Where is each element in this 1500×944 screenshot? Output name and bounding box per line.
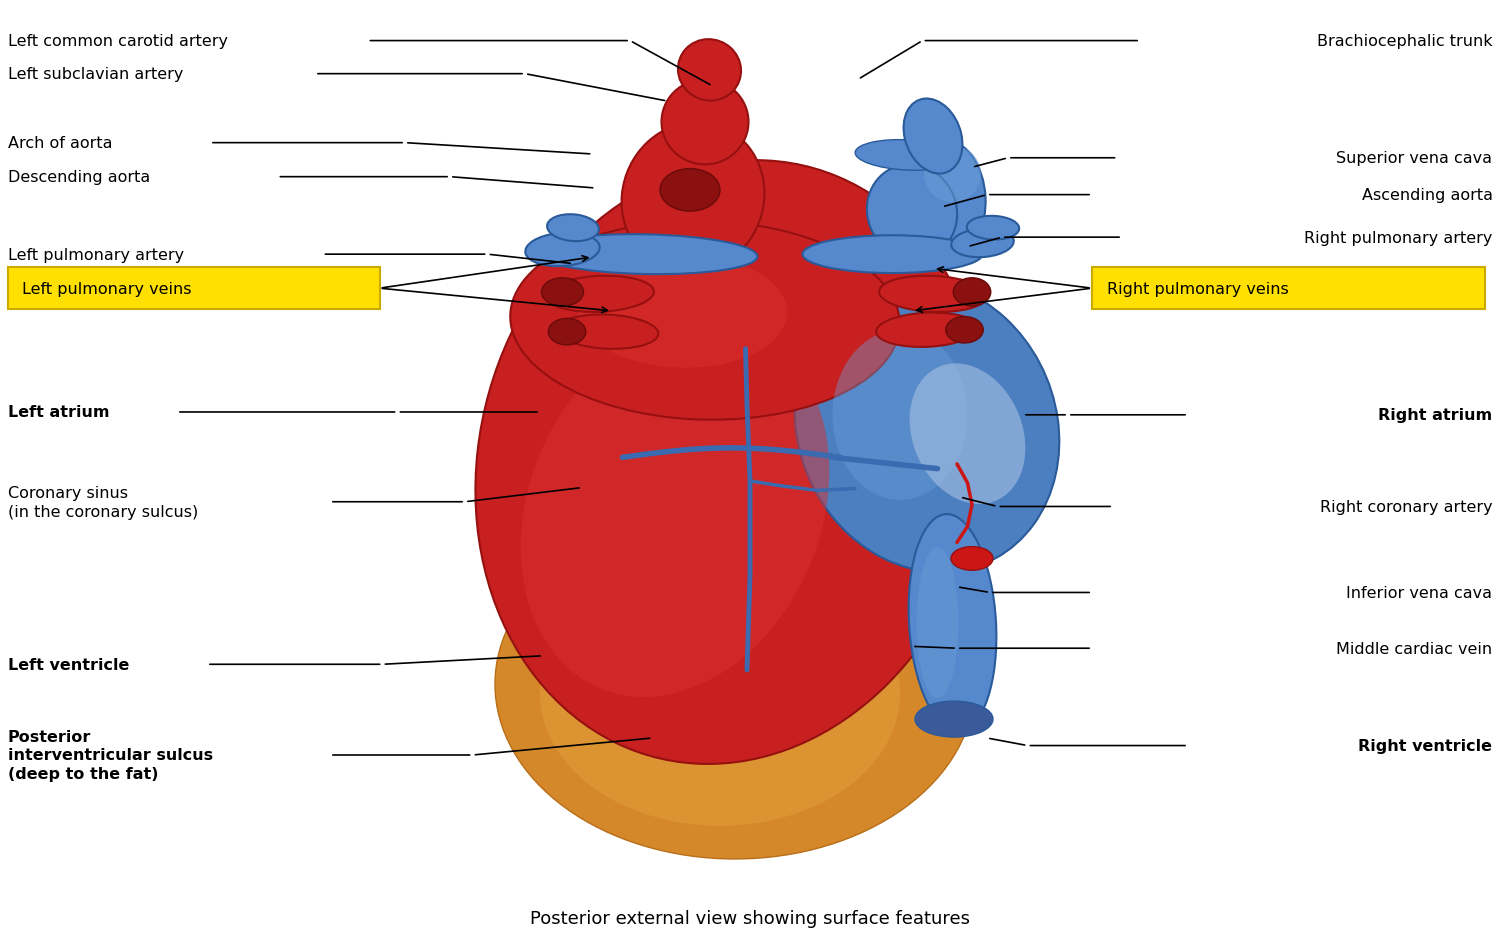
Text: Left atrium: Left atrium — [8, 405, 109, 420]
Text: Posterior
interventricular sulcus
(deep to the fat): Posterior interventricular sulcus (deep … — [8, 729, 213, 782]
Text: Superior vena cava: Superior vena cava — [1336, 151, 1492, 166]
Ellipse shape — [909, 364, 1026, 504]
FancyBboxPatch shape — [8, 268, 380, 310]
Ellipse shape — [867, 165, 957, 260]
Ellipse shape — [549, 319, 585, 346]
Ellipse shape — [542, 278, 584, 307]
Ellipse shape — [855, 141, 960, 171]
Ellipse shape — [621, 123, 765, 274]
Ellipse shape — [879, 277, 987, 312]
Text: Left subclavian artery: Left subclavian artery — [8, 67, 183, 82]
Ellipse shape — [924, 146, 981, 203]
Text: Left pulmonary artery: Left pulmonary artery — [8, 247, 183, 262]
Ellipse shape — [510, 222, 900, 420]
Ellipse shape — [951, 548, 993, 570]
Ellipse shape — [968, 216, 1018, 241]
Text: Left common carotid artery: Left common carotid artery — [8, 34, 228, 49]
Ellipse shape — [909, 514, 996, 732]
Ellipse shape — [915, 701, 993, 737]
Ellipse shape — [495, 510, 975, 859]
Ellipse shape — [833, 330, 968, 500]
Ellipse shape — [525, 233, 600, 267]
Ellipse shape — [802, 236, 982, 274]
Ellipse shape — [660, 170, 720, 212]
Ellipse shape — [876, 313, 978, 347]
Ellipse shape — [954, 278, 990, 307]
Ellipse shape — [476, 161, 988, 764]
Text: Arch of aorta: Arch of aorta — [8, 136, 112, 151]
Text: Posterior external view showing surface features: Posterior external view showing surface … — [530, 908, 970, 927]
Ellipse shape — [903, 99, 963, 175]
Ellipse shape — [520, 322, 830, 698]
Text: Right coronary artery: Right coronary artery — [1320, 499, 1492, 514]
Text: Right pulmonary artery: Right pulmonary artery — [1304, 230, 1492, 245]
Ellipse shape — [914, 142, 986, 255]
Text: Brachiocephalic trunk: Brachiocephalic trunk — [1317, 34, 1492, 49]
Ellipse shape — [678, 41, 741, 101]
Ellipse shape — [662, 80, 748, 165]
Text: Left pulmonary veins: Left pulmonary veins — [22, 281, 192, 296]
Ellipse shape — [556, 315, 658, 349]
Ellipse shape — [548, 215, 598, 242]
Text: Middle cardiac vein: Middle cardiac vein — [1336, 641, 1492, 656]
FancyBboxPatch shape — [1092, 268, 1485, 310]
Text: Right pulmonary veins: Right pulmonary veins — [1107, 281, 1288, 296]
Text: Right atrium: Right atrium — [1378, 408, 1492, 423]
Text: Ascending aorta: Ascending aorta — [1362, 188, 1492, 203]
Ellipse shape — [532, 235, 758, 275]
Text: Right ventricle: Right ventricle — [1359, 738, 1492, 753]
Ellipse shape — [578, 255, 788, 368]
Text: Descending aorta: Descending aorta — [8, 170, 150, 185]
Text: Inferior vena cava: Inferior vena cava — [1347, 585, 1492, 600]
Ellipse shape — [795, 280, 1059, 573]
Ellipse shape — [951, 229, 1014, 258]
Ellipse shape — [540, 562, 900, 826]
Text: Coronary sinus
(in the coronary sulcus): Coronary sinus (in the coronary sulcus) — [8, 485, 198, 519]
Text: Left ventricle: Left ventricle — [8, 657, 129, 672]
Ellipse shape — [945, 317, 984, 344]
Ellipse shape — [916, 548, 958, 699]
Ellipse shape — [546, 277, 654, 312]
